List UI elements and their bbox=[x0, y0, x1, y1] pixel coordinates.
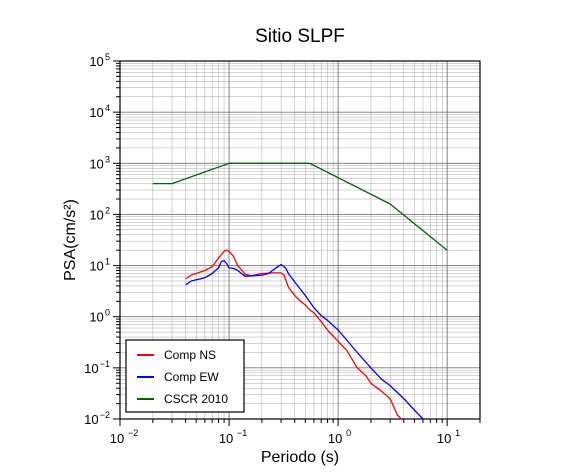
y-tick-label-exponent: −1 bbox=[100, 359, 110, 369]
x-tick-label-exponent: −1 bbox=[237, 428, 247, 438]
x-tick-label: 10 bbox=[437, 431, 451, 446]
y-tick-label: 10 bbox=[89, 54, 103, 69]
legend: Comp NS Comp EW CSCR 2010 bbox=[125, 339, 245, 413]
x-tick-labels: 10 −2 10 −1 10 0 10 1 bbox=[110, 428, 460, 446]
series-line-comp-ew bbox=[185, 259, 424, 420]
y-tick-label: 10 bbox=[89, 156, 103, 171]
y-tick-label-exponent: 4 bbox=[105, 103, 110, 113]
y-tick-label-exponent: 2 bbox=[105, 205, 110, 215]
legend-label-comp-ns: Comp NS bbox=[164, 348, 216, 362]
legend-label-comp-ew: Comp EW bbox=[164, 370, 219, 384]
y-tick-label: 10 bbox=[89, 207, 103, 222]
x-tick-label: 10 bbox=[328, 431, 342, 446]
series-lines bbox=[152, 162, 448, 420]
y-tick-label: 10 bbox=[84, 412, 98, 427]
chart-title: Sitio SLPF bbox=[255, 26, 345, 47]
y-tick-label: 10 bbox=[89, 259, 103, 274]
minor-grid bbox=[120, 61, 481, 419]
x-tick-label-exponent: 0 bbox=[346, 428, 351, 438]
x-tick-label-exponent: 1 bbox=[455, 428, 460, 438]
legend-label-cscr-2010: CSCR 2010 bbox=[164, 392, 228, 406]
y-tick-label: 10 bbox=[89, 310, 103, 325]
y-tick-label-exponent: 1 bbox=[105, 257, 110, 267]
y-tick-label: 10 bbox=[89, 105, 103, 120]
x-tick-label: 10 bbox=[219, 431, 233, 446]
series-line-cscr-2010 bbox=[152, 162, 448, 251]
y-tick-label-exponent: 3 bbox=[105, 154, 110, 164]
x-axis-label: Periodo (s) bbox=[261, 449, 339, 466]
y-tick-label-exponent: 5 bbox=[105, 52, 110, 62]
y-tick-label-exponent: 0 bbox=[105, 308, 110, 318]
y-tick-label-exponent: −2 bbox=[100, 410, 110, 420]
x-tick-label: 10 bbox=[110, 431, 124, 446]
x-tick-label-exponent: −2 bbox=[128, 428, 138, 438]
y-axis-label: PSA(cm/s²) bbox=[62, 199, 79, 281]
y-tick-label: 10 bbox=[84, 361, 98, 376]
axis-ticks bbox=[113, 60, 481, 426]
plot-frame bbox=[119, 60, 481, 420]
series-line-comp-ns bbox=[185, 249, 402, 420]
